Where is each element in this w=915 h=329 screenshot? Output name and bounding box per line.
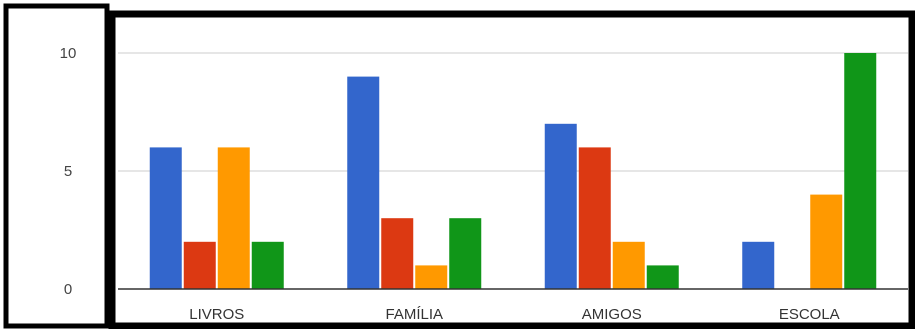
x-category-label: FAMÍLIA	[385, 306, 443, 323]
bar	[218, 147, 250, 289]
bar	[184, 242, 216, 289]
bar	[545, 124, 577, 289]
x-category-label: ESCOLA	[779, 306, 840, 323]
x-category-label: LIVROS	[189, 306, 244, 323]
bar	[647, 265, 679, 289]
x-category-label: AMIGOS	[582, 306, 642, 323]
bar	[252, 242, 284, 289]
bar	[742, 242, 774, 289]
y-tick-label: 10	[60, 45, 77, 62]
bar	[347, 77, 379, 289]
y-tick-label: 5	[64, 163, 72, 180]
bar	[415, 265, 447, 289]
bar	[810, 195, 842, 289]
bar	[613, 242, 645, 289]
bar	[844, 53, 876, 289]
bar	[381, 218, 413, 289]
y-tick-label: 0	[64, 281, 72, 298]
bar	[150, 147, 182, 289]
bar	[579, 147, 611, 289]
bar	[449, 218, 481, 289]
